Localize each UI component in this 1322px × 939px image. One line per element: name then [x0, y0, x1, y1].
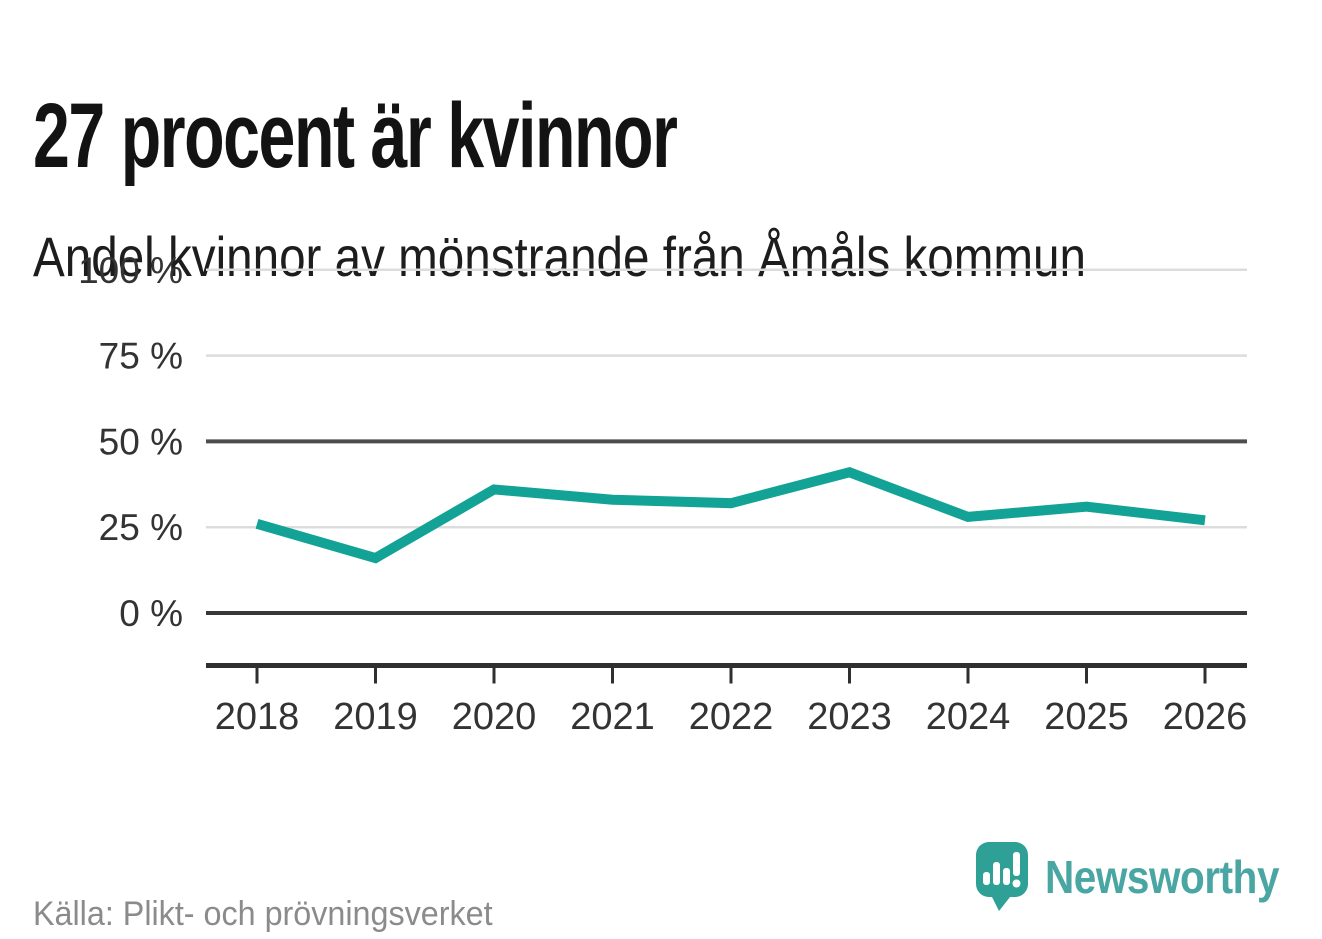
y-axis-label: 100 % — [78, 250, 183, 291]
newsworthy-logo-icon — [976, 842, 1028, 911]
brand-logo: Newsworthy — [975, 838, 1311, 916]
page-title: 27 procent är kvinnor — [33, 84, 678, 187]
x-axis-label: 2024 — [926, 696, 1011, 738]
x-axis-label: 2019 — [333, 696, 418, 738]
y-axis-label: 50 % — [99, 421, 183, 462]
line-chart: 100 % 75 % 50 % 25 % 0 % 2018 2019 2020 2021 2022… — [0, 230, 1322, 760]
source-note: Källa: Plikt- och prövningsverket — [33, 895, 493, 933]
x-axis-label: 2026 — [1163, 696, 1248, 738]
y-axis-label: 25 % — [99, 507, 183, 548]
x-axis-label: 2018 — [215, 696, 300, 738]
data-line — [255, 467, 1206, 564]
x-axis-label: 2025 — [1044, 696, 1129, 738]
brand-name: Newsworthy — [1045, 851, 1280, 903]
x-axis-label: 2021 — [570, 696, 655, 738]
y-axis-label: 0 % — [119, 593, 183, 634]
x-axis-label: 2023 — [807, 696, 892, 738]
y-axis-label: 75 % — [99, 336, 183, 377]
x-axis-label: 2022 — [689, 696, 774, 738]
x-axis-label: 2020 — [452, 696, 537, 738]
line-chart-svg: 100 % 75 % 50 % 25 % 0 % 2018 2019 2020 2021 2022… — [78, 250, 1248, 738]
chart-subtitle: Andel kvinnor av mönstrande från Åmåls k… — [33, 225, 1086, 288]
